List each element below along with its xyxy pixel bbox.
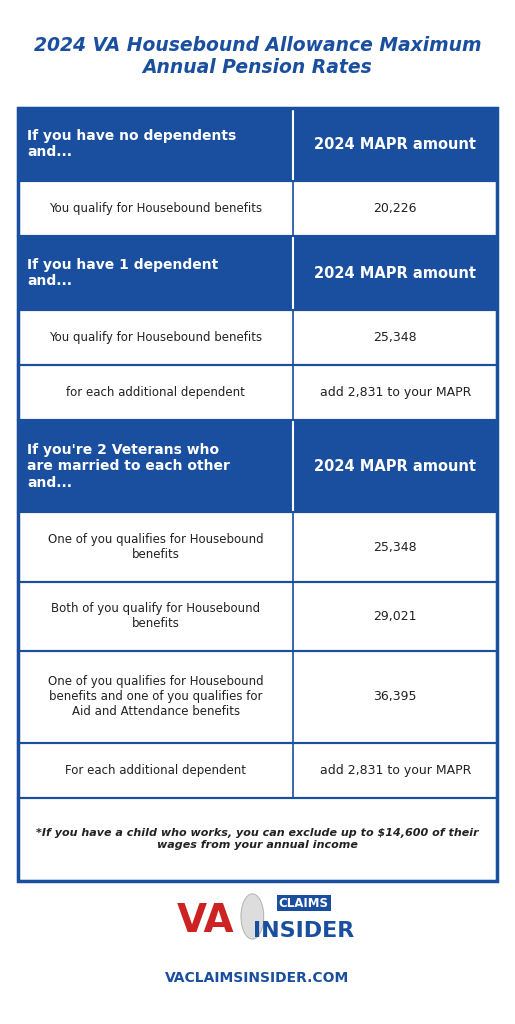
Text: One of you qualifies for Housebound
benefits: One of you qualifies for Housebound bene… <box>48 534 264 561</box>
FancyBboxPatch shape <box>18 310 497 366</box>
Text: If you're 2 Veterans who
are married to each other
and...: If you're 2 Veterans who are married to … <box>27 443 230 489</box>
Text: For each additional dependent: For each additional dependent <box>65 764 246 776</box>
Text: CLAIMS: CLAIMS <box>279 897 329 909</box>
Text: Both of you qualify for Housebound
benefits: Both of you qualify for Housebound benef… <box>51 602 260 630</box>
Text: INSIDER: INSIDER <box>253 921 354 941</box>
FancyBboxPatch shape <box>18 798 497 881</box>
Text: 20,226: 20,226 <box>373 203 417 215</box>
Text: add 2,831 to your MAPR: add 2,831 to your MAPR <box>319 386 471 399</box>
Circle shape <box>241 894 264 939</box>
FancyBboxPatch shape <box>18 108 497 181</box>
Text: 2024 MAPR amount: 2024 MAPR amount <box>314 265 476 281</box>
FancyBboxPatch shape <box>18 512 497 582</box>
Text: If you have no dependents
and...: If you have no dependents and... <box>27 129 236 160</box>
FancyBboxPatch shape <box>18 582 497 650</box>
Text: 36,395: 36,395 <box>373 690 417 703</box>
FancyBboxPatch shape <box>18 650 497 742</box>
Text: for each additional dependent: for each additional dependent <box>66 386 245 399</box>
Text: 29,021: 29,021 <box>373 609 417 623</box>
Text: You qualify for Housebound benefits: You qualify for Housebound benefits <box>49 331 262 344</box>
FancyBboxPatch shape <box>18 237 497 310</box>
Text: VACLAIMSINSIDER.COM: VACLAIMSINSIDER.COM <box>165 971 350 985</box>
Text: One of you qualifies for Housebound
benefits and one of you qualifies for
Aid an: One of you qualifies for Housebound bene… <box>48 675 264 718</box>
Text: 25,348: 25,348 <box>373 331 417 344</box>
FancyBboxPatch shape <box>18 181 497 237</box>
Text: 2024 VA Housebound Allowance Maximum
Annual Pension Rates: 2024 VA Housebound Allowance Maximum Ann… <box>34 36 481 77</box>
Text: 2024 MAPR amount: 2024 MAPR amount <box>314 459 476 474</box>
FancyBboxPatch shape <box>18 742 497 798</box>
Text: add 2,831 to your MAPR: add 2,831 to your MAPR <box>319 764 471 776</box>
Text: *If you have a child who works, you can exclude up to $14,600 of their
wages fro: *If you have a child who works, you can … <box>36 828 479 850</box>
Text: VA: VA <box>177 901 235 940</box>
Text: If you have 1 dependent
and...: If you have 1 dependent and... <box>27 258 218 289</box>
Text: You qualify for Housebound benefits: You qualify for Housebound benefits <box>49 203 262 215</box>
Text: 25,348: 25,348 <box>373 541 417 554</box>
Text: 2024 MAPR amount: 2024 MAPR amount <box>314 137 476 152</box>
FancyBboxPatch shape <box>18 366 497 421</box>
FancyBboxPatch shape <box>18 421 497 512</box>
